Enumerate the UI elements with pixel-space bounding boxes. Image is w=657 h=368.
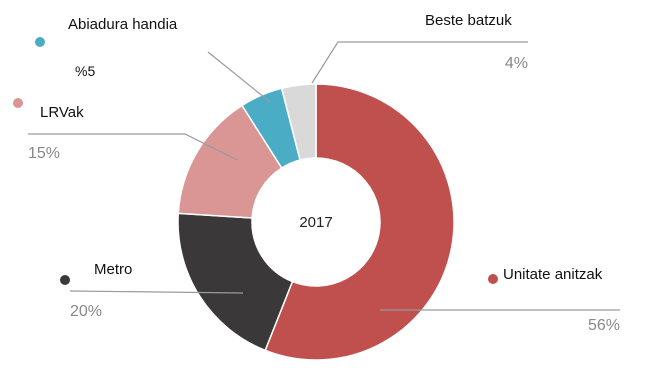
leader-lrvak <box>28 133 238 161</box>
value-metro: 20% <box>70 303 102 320</box>
slice-unitate-anitzak <box>264 83 455 361</box>
value-lrvak: 15% <box>28 145 60 162</box>
slice-labels: Unitate anitzak 56% Metro 20% LRVak 15% Abiadu… <box>28 12 620 334</box>
label-beste-batzuk: Beste batzuk <box>425 12 512 29</box>
value-beste-batzuk: 4% <box>505 55 528 72</box>
slice-beste-batzuk <box>280 83 317 161</box>
label-metro: Metro <box>94 261 132 278</box>
legend-dots <box>13 37 498 285</box>
leader-abiadura-handia <box>207 51 271 103</box>
legend-dot-abiadura-handia <box>35 37 45 47</box>
value-abiadura-handia: %5 <box>75 63 95 79</box>
label-unitate-anitzak: Unitate anitzak <box>503 266 603 283</box>
legend-dot-lrvak <box>13 98 23 108</box>
legend-dot-metro <box>60 275 70 285</box>
slice-metro <box>177 212 294 352</box>
leader-lines <box>28 41 620 311</box>
center-label: 2017 <box>299 214 332 231</box>
value-unitate-anitzak: 56% <box>588 317 620 334</box>
leader-beste-batzuk <box>311 41 528 84</box>
label-abiadura-handia: Abiadura handia <box>68 16 178 33</box>
legend-dot-unitate-anitzak <box>488 274 498 284</box>
donut-slices <box>177 83 455 361</box>
leader-metro <box>69 290 244 294</box>
label-lrvak: LRVak <box>40 104 84 121</box>
